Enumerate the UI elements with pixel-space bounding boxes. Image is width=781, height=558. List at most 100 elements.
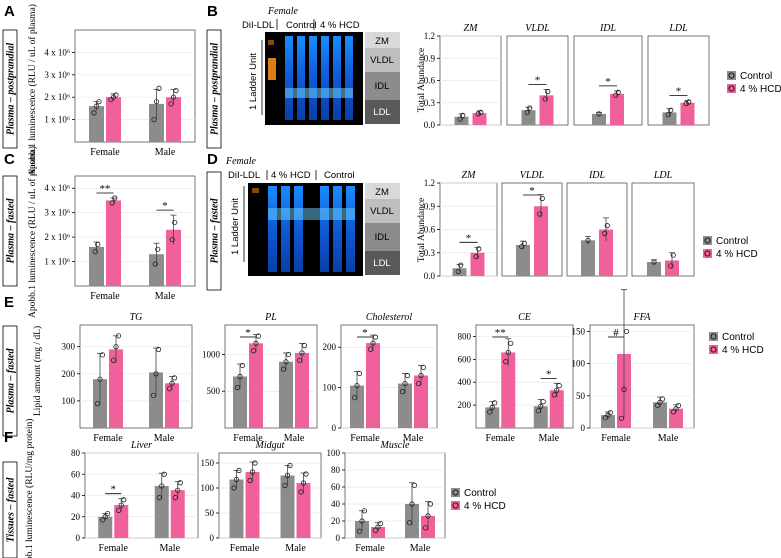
y-tick-label-f-midgut: 50 (205, 508, 215, 518)
gel-b-band-vldl (365, 48, 400, 72)
data-point-d-vldl (537, 211, 543, 217)
y-tick-label-f-muscle: 100 (327, 448, 341, 458)
bar-d-ldl-0-0 (647, 262, 661, 276)
y-tick-label-f-liver: 40 (71, 491, 81, 501)
data-point-b-ldl (668, 107, 674, 113)
gel-b-ladder-label: 1 Ladder Unit (248, 53, 259, 110)
y-tick-label-a: 3 x 10⁶ (44, 70, 70, 80)
bar-f-liver-0-1 (114, 505, 129, 538)
y-tick-label-d-zm: 0.9 (424, 201, 436, 211)
chart-f-midgut: 0 50 100 150 Midgut Female Male (201, 440, 322, 554)
data-point-e-ce (487, 409, 493, 415)
data-point-f-liver (102, 514, 108, 520)
svg-text:LDL: LDL (373, 258, 390, 269)
data-point-e-cholesterol (402, 380, 408, 387)
panel-letter-e: E (4, 294, 14, 311)
row-label-fasted-d: Plasma – fasted (206, 171, 222, 291)
x-category-label-c: Female (90, 291, 120, 302)
data-point-f-liver (175, 487, 181, 493)
y-tick-label-c: 2 x 10⁶ (44, 232, 70, 242)
data-point-d-vldl (519, 243, 525, 250)
legend-d: Control 4 % HCD (703, 236, 758, 260)
data-point-e-tg (97, 376, 103, 382)
gel-b-lane-control: Control (286, 20, 317, 31)
y-tick-label-e-ce: 800 (458, 331, 472, 341)
data-point-e-tg (115, 333, 122, 339)
significance-mark-b-idl: * (605, 76, 611, 88)
chart-d-idl: IDL (566, 170, 628, 277)
x-category-label-e-ffa: Female (601, 433, 631, 444)
x-category-label-e-ce: Male (538, 433, 559, 444)
data-point-b-ldl (686, 99, 692, 105)
svg-text:4 % HCD: 4 % HCD (464, 501, 506, 512)
bar-e-ce-1-1 (549, 390, 564, 428)
plot-frame-d-idl (566, 182, 628, 277)
bar-e-cholesterol-0-1 (366, 343, 380, 428)
y-label-b: Total Abundance (417, 48, 427, 113)
svg-text:ZM: ZM (375, 187, 389, 198)
data-point-b-vldl (542, 96, 548, 102)
chart-title-e-ffa: FFA (632, 312, 651, 323)
data-point-e-pl (283, 359, 289, 365)
bar-b-idl-0-0 (592, 113, 606, 125)
data-point-e-pl (255, 333, 262, 339)
data-point-d-idl (604, 223, 610, 229)
svg-text:Plasma – postprandial: Plasma – postprandial (6, 43, 17, 135)
data-point-f-midgut (298, 489, 304, 495)
svg-text:Control: Control (716, 236, 748, 247)
data-point-f-midgut (247, 477, 253, 484)
row-label-fasted-e: Plasma – fasted (2, 325, 18, 437)
row-label-postprandial-b: Plasma – postprandial (206, 29, 222, 149)
data-point-d-vldl (539, 195, 545, 202)
data-point-d-zm (458, 262, 464, 268)
gel-b-lane-hcd: 4 % HCD (320, 20, 360, 31)
data-point-a (170, 94, 177, 100)
x-category-label-e-ce: Female (486, 433, 516, 444)
y-tick-label-a: 2 x 10⁶ (44, 92, 70, 102)
significance-mark-e-pl: * (245, 327, 251, 339)
x-category-label-e-pl: Female (233, 433, 263, 444)
chart-f-liver: 0 20 40 60 80 Liver Female Male * (71, 440, 199, 554)
gel-b-band-zm (365, 32, 400, 48)
bar-e-pl-1-1 (295, 352, 309, 428)
data-point-f-liver (121, 497, 127, 503)
data-point-e-pl (299, 350, 305, 356)
data-point-a (168, 101, 174, 107)
svg-text:IDL: IDL (375, 232, 390, 243)
bar-f-midgut-0-0 (229, 479, 244, 538)
bar-a-1-0 (149, 103, 164, 142)
data-point-e-cholesterol (404, 372, 411, 379)
chart-title-f-muscle: Muscle (380, 440, 410, 451)
significance-mark-f-liver: * (111, 484, 117, 496)
gel-d-band-vldl (365, 199, 400, 223)
gel-image-d: Female DiI-LDL 4 % HCD Control 1 Ladder … (225, 156, 400, 276)
significance-mark-d-zm: * (466, 232, 472, 244)
data-point-f-muscle (425, 513, 431, 519)
data-point-c (112, 195, 118, 201)
y-tick-label-f-midgut: 100 (201, 483, 215, 493)
legend-d-control-swatch (703, 236, 712, 245)
data-point-e-pl (280, 366, 287, 372)
bar-f-liver-1-0 (154, 485, 169, 538)
bar-e-ce-0-1 (501, 352, 516, 428)
x-category-label-f-midgut: Male (285, 543, 306, 554)
data-point-c (95, 241, 101, 248)
data-point-e-ce (556, 383, 562, 389)
significance-mark-e-ce: * (546, 368, 552, 380)
data-point-f-liver (159, 483, 165, 489)
data-point-e-ce (492, 400, 498, 406)
plot-frame-b-vldl (506, 35, 569, 126)
gel-d-title: Female (225, 156, 257, 167)
data-point-e-ffa (673, 406, 679, 412)
y-tick-label-d-zm: 0.6 (424, 225, 436, 235)
data-point-e-tg (171, 375, 178, 381)
y-tick-label-f-liver: 20 (71, 512, 81, 522)
y-tick-label-f-liver: 0 (76, 533, 81, 543)
data-point-d-zm (476, 246, 482, 252)
chart-title-e-pl: PL (264, 312, 277, 323)
plot-frame-b-ldl (647, 35, 710, 126)
bar-e-pl-0-1 (249, 343, 263, 428)
data-point-f-liver (118, 502, 124, 508)
